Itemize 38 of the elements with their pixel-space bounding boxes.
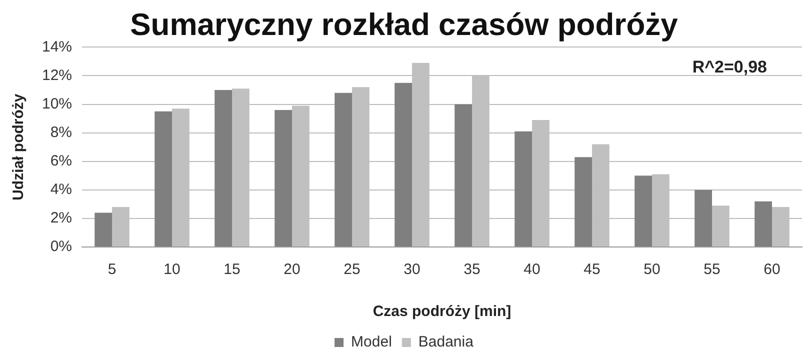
y-tick-label: 6% [50,152,72,170]
y-tick-label: 14% [42,38,72,56]
x-tick-label: 40 [524,261,540,278]
x-tick-label: 5 [108,261,116,278]
y-tick-label: 8% [50,124,72,141]
bar [634,176,652,246]
y-tick-label: 12% [42,66,72,84]
y-tick-label: 2% [50,210,72,227]
x-tick-label: 25 [344,261,360,278]
bar [214,90,232,246]
x-tick-label: 60 [764,261,780,278]
x-tick-label: 10 [164,261,180,278]
bar [274,110,292,246]
x-axis-title: Czas podróży [min] [372,303,512,320]
bar [94,212,112,246]
bar [334,92,352,246]
x-tick-label: 45 [584,261,600,278]
bar [394,82,412,246]
y-tick-label: 4% [50,181,72,198]
x-tick-label: 20 [284,261,300,278]
y-tick-label: 10% [42,95,72,112]
bar [154,111,172,246]
x-tick-label: 55 [704,261,720,278]
y-axis-title: Udział podróży [10,93,28,200]
x-tick-label: 30 [404,261,420,278]
y-tick-label: 0% [50,238,72,256]
legend-label: Model [351,334,392,351]
x-tick-label: 50 [644,261,660,278]
bar [574,157,592,246]
x-tick-label: 15 [224,261,240,278]
legend-label: Badania [418,334,474,351]
x-tick-label: 35 [464,261,480,278]
bar [514,131,532,246]
bar [754,201,772,246]
bar [454,104,472,246]
bar [694,190,712,246]
chart-title: Sumaryczny rozkład czasów podróży [130,7,679,42]
annotation: R^2=0,98 [692,57,767,76]
